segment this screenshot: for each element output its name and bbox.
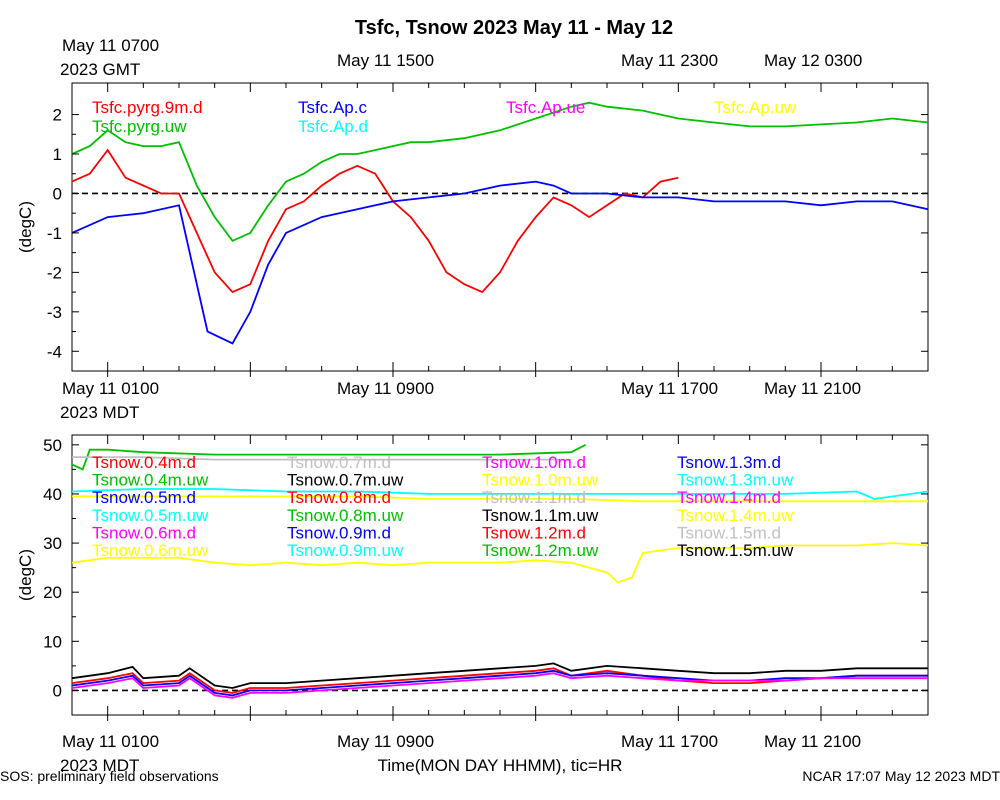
top-legend-entry: Tsfc.Ap.ue	[506, 98, 585, 117]
bottom-legend-entry: Tsnow.1.1m.d	[482, 488, 586, 507]
bottom-legend-entry: Tsnow.0.7m.d	[287, 453, 391, 472]
footer-right-timestamp: NCAR 17:07 May 12 2023 MDT	[802, 768, 1000, 784]
bottom-legend-entry: Tsnow.0.4m.d	[92, 453, 196, 472]
top-gmt-tick-label: May 11 1500	[337, 51, 434, 70]
top-legend-entry: Tsfc.Ap.d	[298, 117, 368, 136]
bottom-mdt-year-label: 2023 MDT	[60, 756, 139, 775]
bottom-series-Tsnow.0.4m.uw	[71, 444, 587, 471]
bottom-legend-entry: Tsnow.1.3m.uw	[677, 471, 794, 490]
top-gmt-tick-label: May 11 2300	[621, 51, 718, 70]
bottom-legend-entry: Tsnow.1.5m.uw	[677, 541, 794, 560]
bottom-legend-entry: Tsnow.0.5m.uw	[92, 506, 209, 525]
chart-title: Tsfc, Tsnow 2023 May 11 - May 12	[355, 17, 673, 39]
bottom-mdt-tick-label: May 11 0900	[337, 732, 434, 751]
top-y-tick-label: -2	[47, 263, 62, 282]
top-legend-entry: Tsfc.pyrg.9m.d	[92, 98, 203, 117]
top-legend-entry: Tsfc.Ap.uw	[714, 98, 797, 117]
top-y-tick-label: -1	[47, 224, 62, 243]
bottom-series-Tsnow.1.4m.uw	[72, 495, 928, 503]
top-series-Tsfc.pyrg.9m.d	[71, 148, 679, 294]
bottom-series-Tsnow.0.5m.d	[71, 669, 928, 697]
mid-mdt-tick-label: May 11 2100	[764, 379, 861, 398]
bottom-y-tick-label: 0	[53, 681, 62, 700]
bottom-legend-entry: Tsnow.1.5m.d	[677, 523, 781, 542]
bottom-y-axis-label: (degC)	[16, 549, 35, 601]
top-y-tick-label: 0	[53, 184, 62, 203]
top-series-Tsfc.Ap.c	[71, 180, 929, 345]
top-gmt-year-label: 2023 GMT	[60, 60, 140, 79]
top-series-Tsfc.pyrg.uw	[71, 101, 929, 242]
top-legend-entry: Tsfc.Ap.c	[298, 98, 367, 117]
bottom-legend-entry: Tsnow.1.2m.uw	[482, 541, 599, 560]
bottom-legend-entry: Tsnow.0.9m.uw	[287, 541, 404, 560]
mid-mdt-tick-label: May 11 1700	[621, 379, 718, 398]
bottom-legend-entry: Tsnow.1.2m.d	[482, 523, 586, 542]
bottom-mdt-tick-label: May 11 0100	[62, 732, 159, 751]
bottom-legend-entry: Tsnow.0.6m.uw	[92, 541, 209, 560]
bottom-legend-entry: Tsnow.1.1m.uw	[482, 506, 599, 525]
bottom-legend-entry: Tsnow.0.4m.uw	[92, 471, 209, 490]
bottom-mdt-tick-label: May 11 1700	[621, 732, 718, 751]
top-legend-entry: Tsfc.pyrg.uw	[92, 117, 187, 136]
mid-mdt-tick-label: May 11 0900	[337, 379, 434, 398]
bottom-series-Tsnow.1.3m.uw	[71, 488, 929, 500]
bottom-y-tick-label: 20	[43, 583, 62, 602]
bottom-legend-entry: Tsnow.0.5m.d	[92, 488, 196, 507]
top-gmt-tick-label: May 11 0700	[62, 36, 159, 55]
bottom-mdt-tick-label: May 11 2100	[764, 732, 861, 751]
top-legend: Tsfc.pyrg.9m.dTsfc.pyrg.uwTsfc.Ap.cTsfc.…	[92, 98, 797, 136]
x-axis-label: Time(MON DAY HHMM), tic=HR	[378, 756, 623, 775]
bottom-series-Tsnow.0.4m.d	[71, 667, 928, 694]
bottom-y-tick-label: 10	[43, 632, 62, 651]
bottom-series-Tsnow.0.6m.d	[71, 672, 928, 699]
top-y-tick-label: 1	[53, 145, 62, 164]
bottom-series-Tsnow.0.7m.uw	[71, 662, 928, 689]
bottom-legend-entry: Tsnow.1.4m.uw	[677, 506, 794, 525]
mid-mdt-year-label: 2023 MDT	[60, 403, 139, 422]
bottom-series-Tsnow.0.7m.d	[72, 456, 572, 461]
bottom-legend: Tsnow.0.4m.dTsnow.0.4m.uwTsnow.0.5m.dTsn…	[92, 453, 794, 560]
bottom-y-tick-label: 30	[43, 534, 62, 553]
bottom-legend-entry: Tsnow.1.3m.d	[677, 453, 781, 472]
top-y-tick-label: 2	[53, 106, 62, 125]
mid-mdt-tick-label: May 11 0100	[62, 379, 159, 398]
footer-left-note: SOS: preliminary field observations	[0, 768, 219, 784]
top-y-tick-label: -4	[47, 342, 62, 361]
bottom-legend-entry: Tsnow.0.8m.d	[287, 488, 391, 507]
bottom-series-Tsnow.0.6m.uw	[71, 542, 929, 584]
top-y-tick-label: -3	[47, 303, 62, 322]
bottom-y-tick-label: 50	[43, 436, 62, 455]
bottom-y-tick-label: 40	[43, 485, 62, 504]
bottom-legend-entry: Tsnow.0.6m.d	[92, 523, 196, 542]
bottom-legend-entry: Tsnow.1.0m.uw	[482, 471, 599, 490]
bottom-legend-entry: Tsnow.0.7m.uw	[287, 471, 404, 490]
bottom-legend-entry: Tsnow.0.8m.uw	[287, 506, 404, 525]
bottom-legend-entry: Tsnow.0.9m.d	[287, 523, 391, 542]
bottom-legend-entry: Tsnow.1.0m.d	[482, 453, 586, 472]
top-gmt-tick-label: May 12 0300	[764, 51, 862, 70]
bottom-legend-entry: Tsnow.1.4m.d	[677, 488, 781, 507]
top-y-axis-label: (degC)	[16, 201, 35, 253]
